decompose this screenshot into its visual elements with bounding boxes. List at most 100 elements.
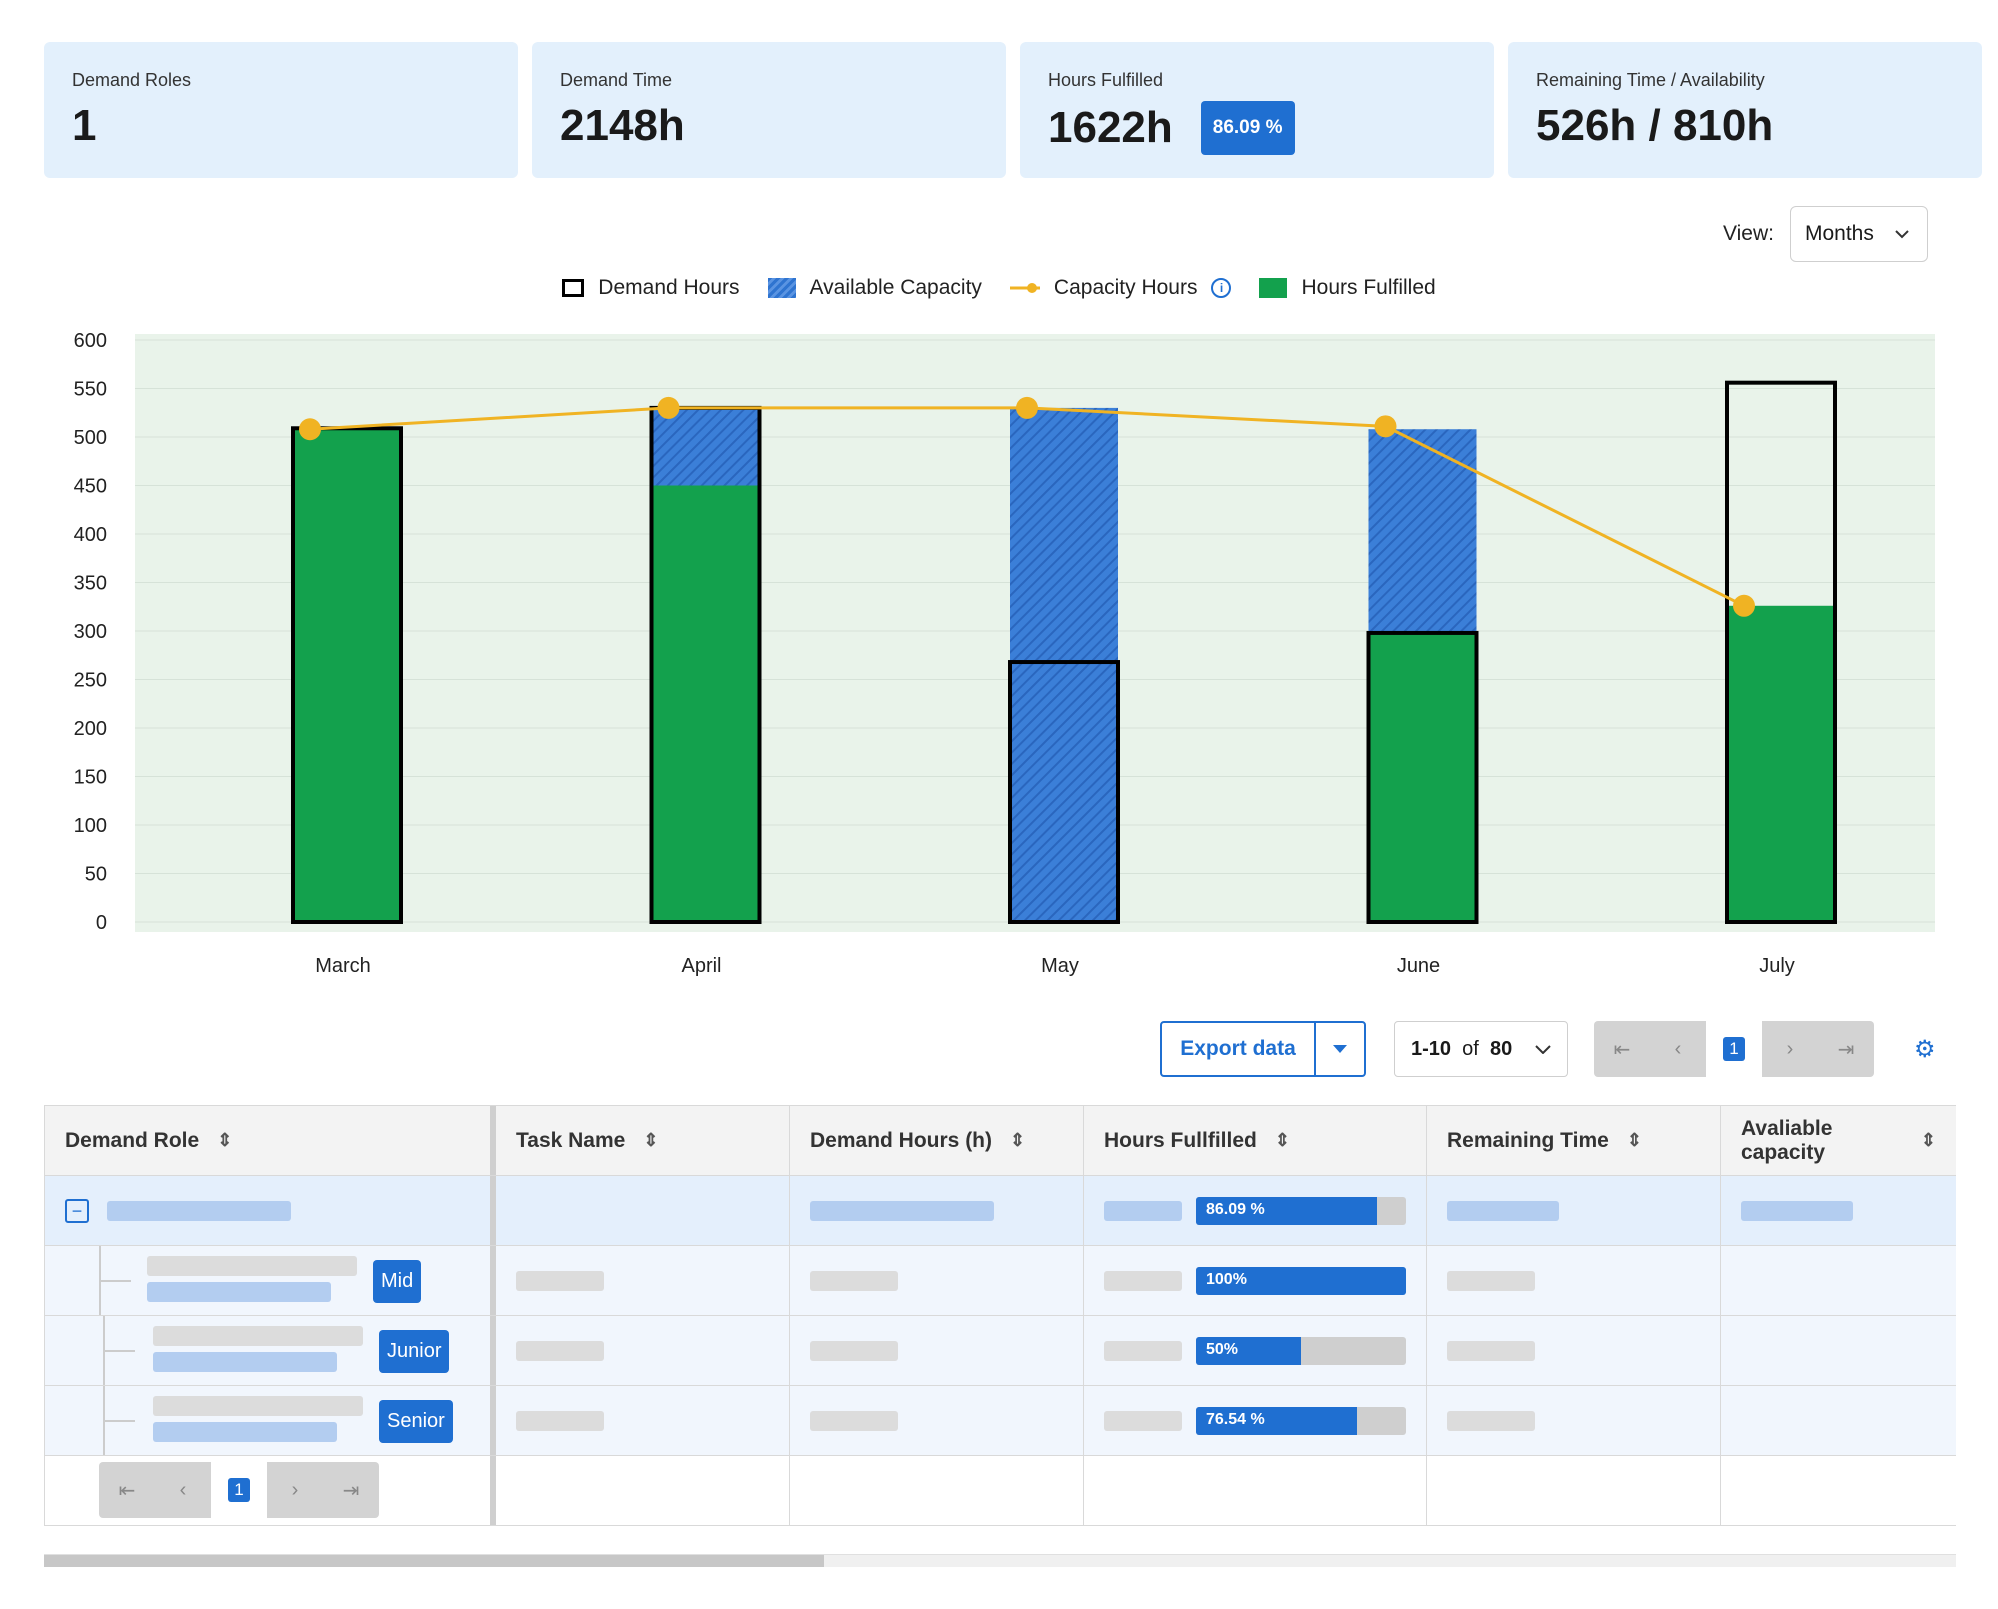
last-page-icon[interactable]: ⇥ xyxy=(342,1479,360,1502)
last-page-icon[interactable]: ⇥ xyxy=(1837,1038,1855,1061)
hours-fulfilled-cell: 76.54 % xyxy=(1084,1386,1427,1455)
kpi-label: Remaining Time / Availability xyxy=(1536,70,1765,90)
bar-hours-fulfilled xyxy=(1368,632,1477,922)
view-select[interactable]: Months xyxy=(1790,206,1928,262)
sub-pagination: ⇤ ‹ 1 › ⇥ xyxy=(99,1462,379,1518)
legend-hours-fulfilled[interactable]: Hours Fulfilled xyxy=(1259,276,1436,300)
column-header-demand-hours[interactable]: Demand Hours (h) ⇕ xyxy=(790,1106,1084,1175)
legend-swatch xyxy=(767,278,796,298)
y-tick-label: 100 xyxy=(74,815,107,837)
chart-legend: Demand Hours Available Capacity Capacity… xyxy=(0,276,1998,300)
export-data-button[interactable]: Export data xyxy=(1162,1023,1316,1075)
remaining-time-cell xyxy=(1427,1176,1721,1245)
placeholder xyxy=(1447,1270,1535,1291)
column-header-task-name[interactable]: Task Name ⇕ xyxy=(496,1106,790,1175)
point-capacity-hours xyxy=(1016,396,1038,419)
tree-branch xyxy=(105,1420,135,1422)
placeholder xyxy=(1447,1340,1535,1361)
placeholder xyxy=(1447,1410,1535,1431)
column-header-demand-role[interactable]: Demand Role ⇕ xyxy=(44,1106,496,1175)
y-tick-label: 50 xyxy=(85,864,107,886)
legend-available-capacity[interactable]: Available Capacity xyxy=(767,276,982,300)
placeholder xyxy=(810,1410,898,1431)
gear-icon[interactable]: ⚙ xyxy=(1914,1035,1936,1063)
placeholder xyxy=(516,1340,604,1361)
progress-bar: 50% xyxy=(1196,1336,1406,1365)
collapse-icon[interactable]: − xyxy=(65,1198,89,1223)
tree-branch xyxy=(105,1350,135,1352)
available-capacity-cell xyxy=(1721,1386,1956,1455)
placeholder xyxy=(1447,1200,1559,1221)
sort-icon[interactable]: ⇕ xyxy=(1010,1130,1026,1150)
sort-icon[interactable]: ⇕ xyxy=(643,1130,659,1150)
kpi-value: 526h / 810h xyxy=(1536,101,1774,150)
page-range-select[interactable]: 1-10 of 80 xyxy=(1394,1021,1568,1077)
progress-bar: 76.54 % xyxy=(1196,1406,1406,1435)
demand-role-cell: Mid xyxy=(44,1246,496,1315)
legend-capacity-hours[interactable]: Capacity Hours i xyxy=(1009,276,1232,300)
current-page-button[interactable]: 1 xyxy=(211,1462,267,1518)
bar-available-capacity xyxy=(651,407,760,486)
empty-cell xyxy=(1427,1456,1721,1525)
first-page-icon[interactable]: ⇤ xyxy=(118,1479,136,1502)
next-page-icon[interactable]: › xyxy=(1786,1037,1794,1060)
bar-available-capacity xyxy=(1368,429,1477,633)
demand-table: Demand Role ⇕ Task Name ⇕ Demand Hours (h)… xyxy=(44,1105,1956,1526)
demand-role-cell: Senior xyxy=(44,1386,496,1455)
sort-icon[interactable]: ⇕ xyxy=(1626,1130,1642,1150)
task-name-cell xyxy=(496,1176,790,1245)
sort-icon[interactable]: ⇕ xyxy=(217,1130,233,1150)
view-selector-row: View: Months xyxy=(1723,206,1928,262)
empty-cell xyxy=(790,1456,1084,1525)
y-tick-label: 500 xyxy=(74,427,107,449)
legend-label: Available Capacity xyxy=(809,276,982,299)
table-row[interactable]: − 86.09 % xyxy=(44,1176,1956,1246)
y-tick-label: 550 xyxy=(74,379,107,401)
column-header-remaining-time[interactable]: Remaining Time ⇕ xyxy=(1427,1106,1721,1175)
table-row[interactable]: Mid 100% xyxy=(44,1246,1956,1316)
kpi-value: 1 xyxy=(72,101,97,150)
table-row[interactable]: Junior 50% xyxy=(44,1316,1956,1386)
export-button-group: Export data xyxy=(1160,1021,1366,1077)
info-icon[interactable]: i xyxy=(1211,278,1232,298)
y-tick-label: 350 xyxy=(74,573,107,595)
horizontal-scrollbar[interactable] xyxy=(44,1554,1956,1567)
export-options-button[interactable] xyxy=(1316,1023,1364,1075)
kpi-label: Demand Roles xyxy=(72,70,192,90)
placeholder xyxy=(810,1340,898,1361)
placeholder xyxy=(107,1200,291,1221)
placeholder xyxy=(1741,1200,1853,1221)
tree-line xyxy=(99,1246,101,1315)
prev-page-icon[interactable]: ‹ xyxy=(1674,1037,1682,1060)
tree-branch xyxy=(101,1280,131,1282)
table-toolbar: Export data 1-10 of 80 ⇤ ‹ 1 › ⇥ ⚙ xyxy=(1160,1021,1936,1077)
point-capacity-hours xyxy=(1374,415,1397,438)
page-range-text: 1-10 of 80 xyxy=(1411,1037,1513,1060)
legend-demand-hours[interactable]: Demand Hours xyxy=(562,276,740,300)
table-header-row: Demand Role ⇕ Task Name ⇕ Demand Hours (h)… xyxy=(44,1106,1956,1176)
task-name-cell xyxy=(496,1386,790,1455)
kpi-value: 2148h xyxy=(560,101,685,150)
empty-cell xyxy=(496,1456,790,1525)
remaining-time-cell xyxy=(1427,1386,1721,1455)
bar-hours-fulfilled xyxy=(1727,605,1835,922)
column-header-hours-fulfilled[interactable]: Hours Fullfilled ⇕ xyxy=(1084,1106,1427,1175)
sort-icon[interactable]: ⇕ xyxy=(1920,1130,1936,1150)
sort-icon[interactable]: ⇕ xyxy=(1274,1130,1290,1150)
next-page-icon[interactable]: › xyxy=(291,1478,299,1501)
empty-cell xyxy=(1084,1456,1427,1525)
placeholder xyxy=(516,1410,604,1431)
table-row[interactable]: Senior 76.54 % xyxy=(44,1386,1956,1456)
prev-page-icon[interactable]: ‹ xyxy=(179,1478,187,1501)
x-tick-label: July xyxy=(1759,955,1795,977)
column-header-available-capacity[interactable]: Avaliable capacity ⇕ xyxy=(1721,1106,1956,1175)
current-page-button[interactable]: 1 xyxy=(1706,1021,1762,1077)
scrollbar-thumb[interactable] xyxy=(44,1555,824,1567)
role-placeholder xyxy=(153,1396,363,1442)
role-placeholder xyxy=(147,1256,357,1302)
point-capacity-hours xyxy=(657,396,680,419)
legend-swatch xyxy=(1009,283,1040,293)
first-page-icon[interactable]: ⇤ xyxy=(1613,1038,1631,1061)
y-tick-label: 600 xyxy=(74,330,107,352)
y-tick-label: 200 xyxy=(74,718,107,740)
